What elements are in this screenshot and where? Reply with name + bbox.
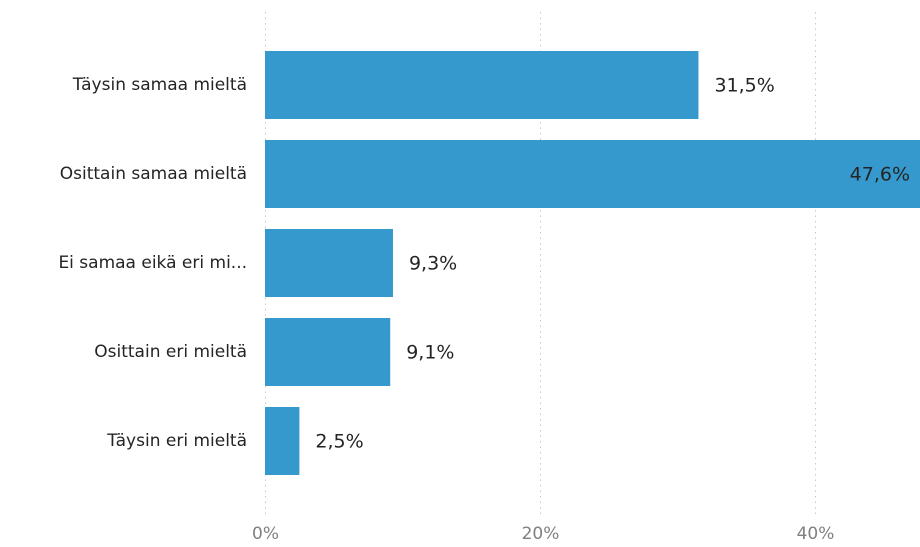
- category-label: Täysin eri mieltä: [106, 431, 247, 451]
- x-axis-ticks: 0% 20% 40%: [252, 524, 834, 544]
- category-label: Täysin samaa mieltä: [72, 75, 247, 95]
- bar: [265, 140, 920, 208]
- value-label: 9,1%: [406, 342, 454, 364]
- value-label: 9,3%: [409, 253, 457, 275]
- category-label: Osittain eri mieltä: [94, 342, 247, 362]
- bar: [265, 229, 393, 297]
- value-label: 31,5%: [714, 75, 774, 97]
- x-tick-label: 40%: [797, 524, 835, 544]
- category-labels: Täysin samaa mieltä Osittain samaa mieltä…: [58, 75, 247, 451]
- value-labels: 31,5% 47,6% 9,3% 9,1% 2,5%: [315, 75, 910, 453]
- x-tick-label: 0%: [252, 524, 279, 544]
- bar: [265, 407, 300, 475]
- category-label: Ei samaa eikä eri mi...: [58, 253, 247, 273]
- bar: [265, 318, 391, 386]
- bars: [265, 51, 920, 475]
- value-label: 2,5%: [315, 431, 363, 453]
- value-label: 47,6%: [850, 164, 910, 186]
- bar: [265, 51, 699, 119]
- category-label: Osittain samaa mieltä: [60, 164, 247, 184]
- x-tick-label: 20%: [522, 524, 560, 544]
